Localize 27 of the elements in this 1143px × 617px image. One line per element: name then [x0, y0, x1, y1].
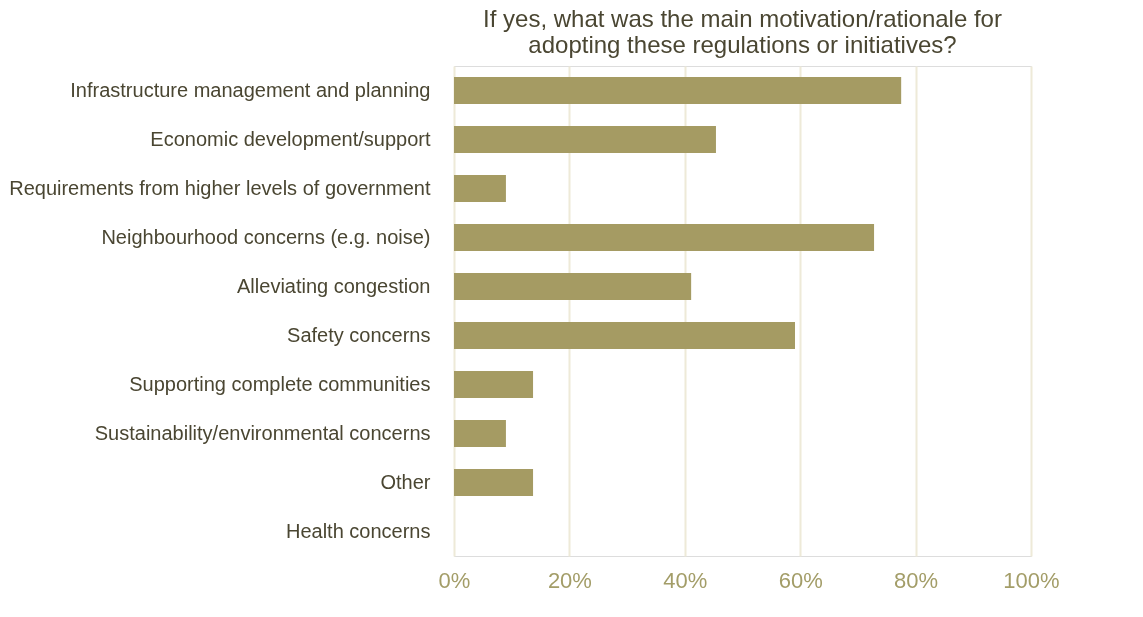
y-tick-label: Neighbourhood concerns (e.g. noise)	[101, 225, 431, 248]
y-tick-label: Requirements from higher levels of government	[9, 176, 431, 199]
y-tick-label: Supporting complete communities	[129, 372, 431, 395]
bar	[454, 469, 534, 496]
y-tick-label: Other	[380, 470, 431, 493]
y-tick-label: Infrastructure management and planning	[70, 78, 431, 101]
y-tick-label: Safety concerns	[287, 323, 431, 346]
bar	[454, 420, 506, 447]
bar	[454, 273, 692, 300]
text: If yes, what was the main motivation/rationale for	[483, 5, 1002, 32]
bar	[454, 322, 796, 349]
text: adopting these regulations or initiatives?	[528, 31, 957, 58]
y-tick-label: Sustainability/environmental concerns	[94, 421, 431, 444]
bar	[454, 126, 716, 153]
y-tick-label: Health concerns	[285, 519, 431, 542]
y-tick-label: Economic development/support	[150, 127, 431, 150]
x-tick-label: 20%	[547, 567, 592, 593]
bar	[454, 224, 875, 251]
x-tick-label: 60%	[778, 567, 823, 593]
bar	[454, 175, 506, 202]
y-tick-label: Alleviating congestion	[237, 274, 431, 297]
bar	[454, 371, 534, 398]
x-tick-label: 100%	[1003, 567, 1060, 593]
x-tick-label: 80%	[894, 567, 939, 593]
x-tick-label: 0%	[438, 567, 471, 593]
x-tick-label: 40%	[663, 567, 708, 593]
bar	[454, 77, 902, 104]
